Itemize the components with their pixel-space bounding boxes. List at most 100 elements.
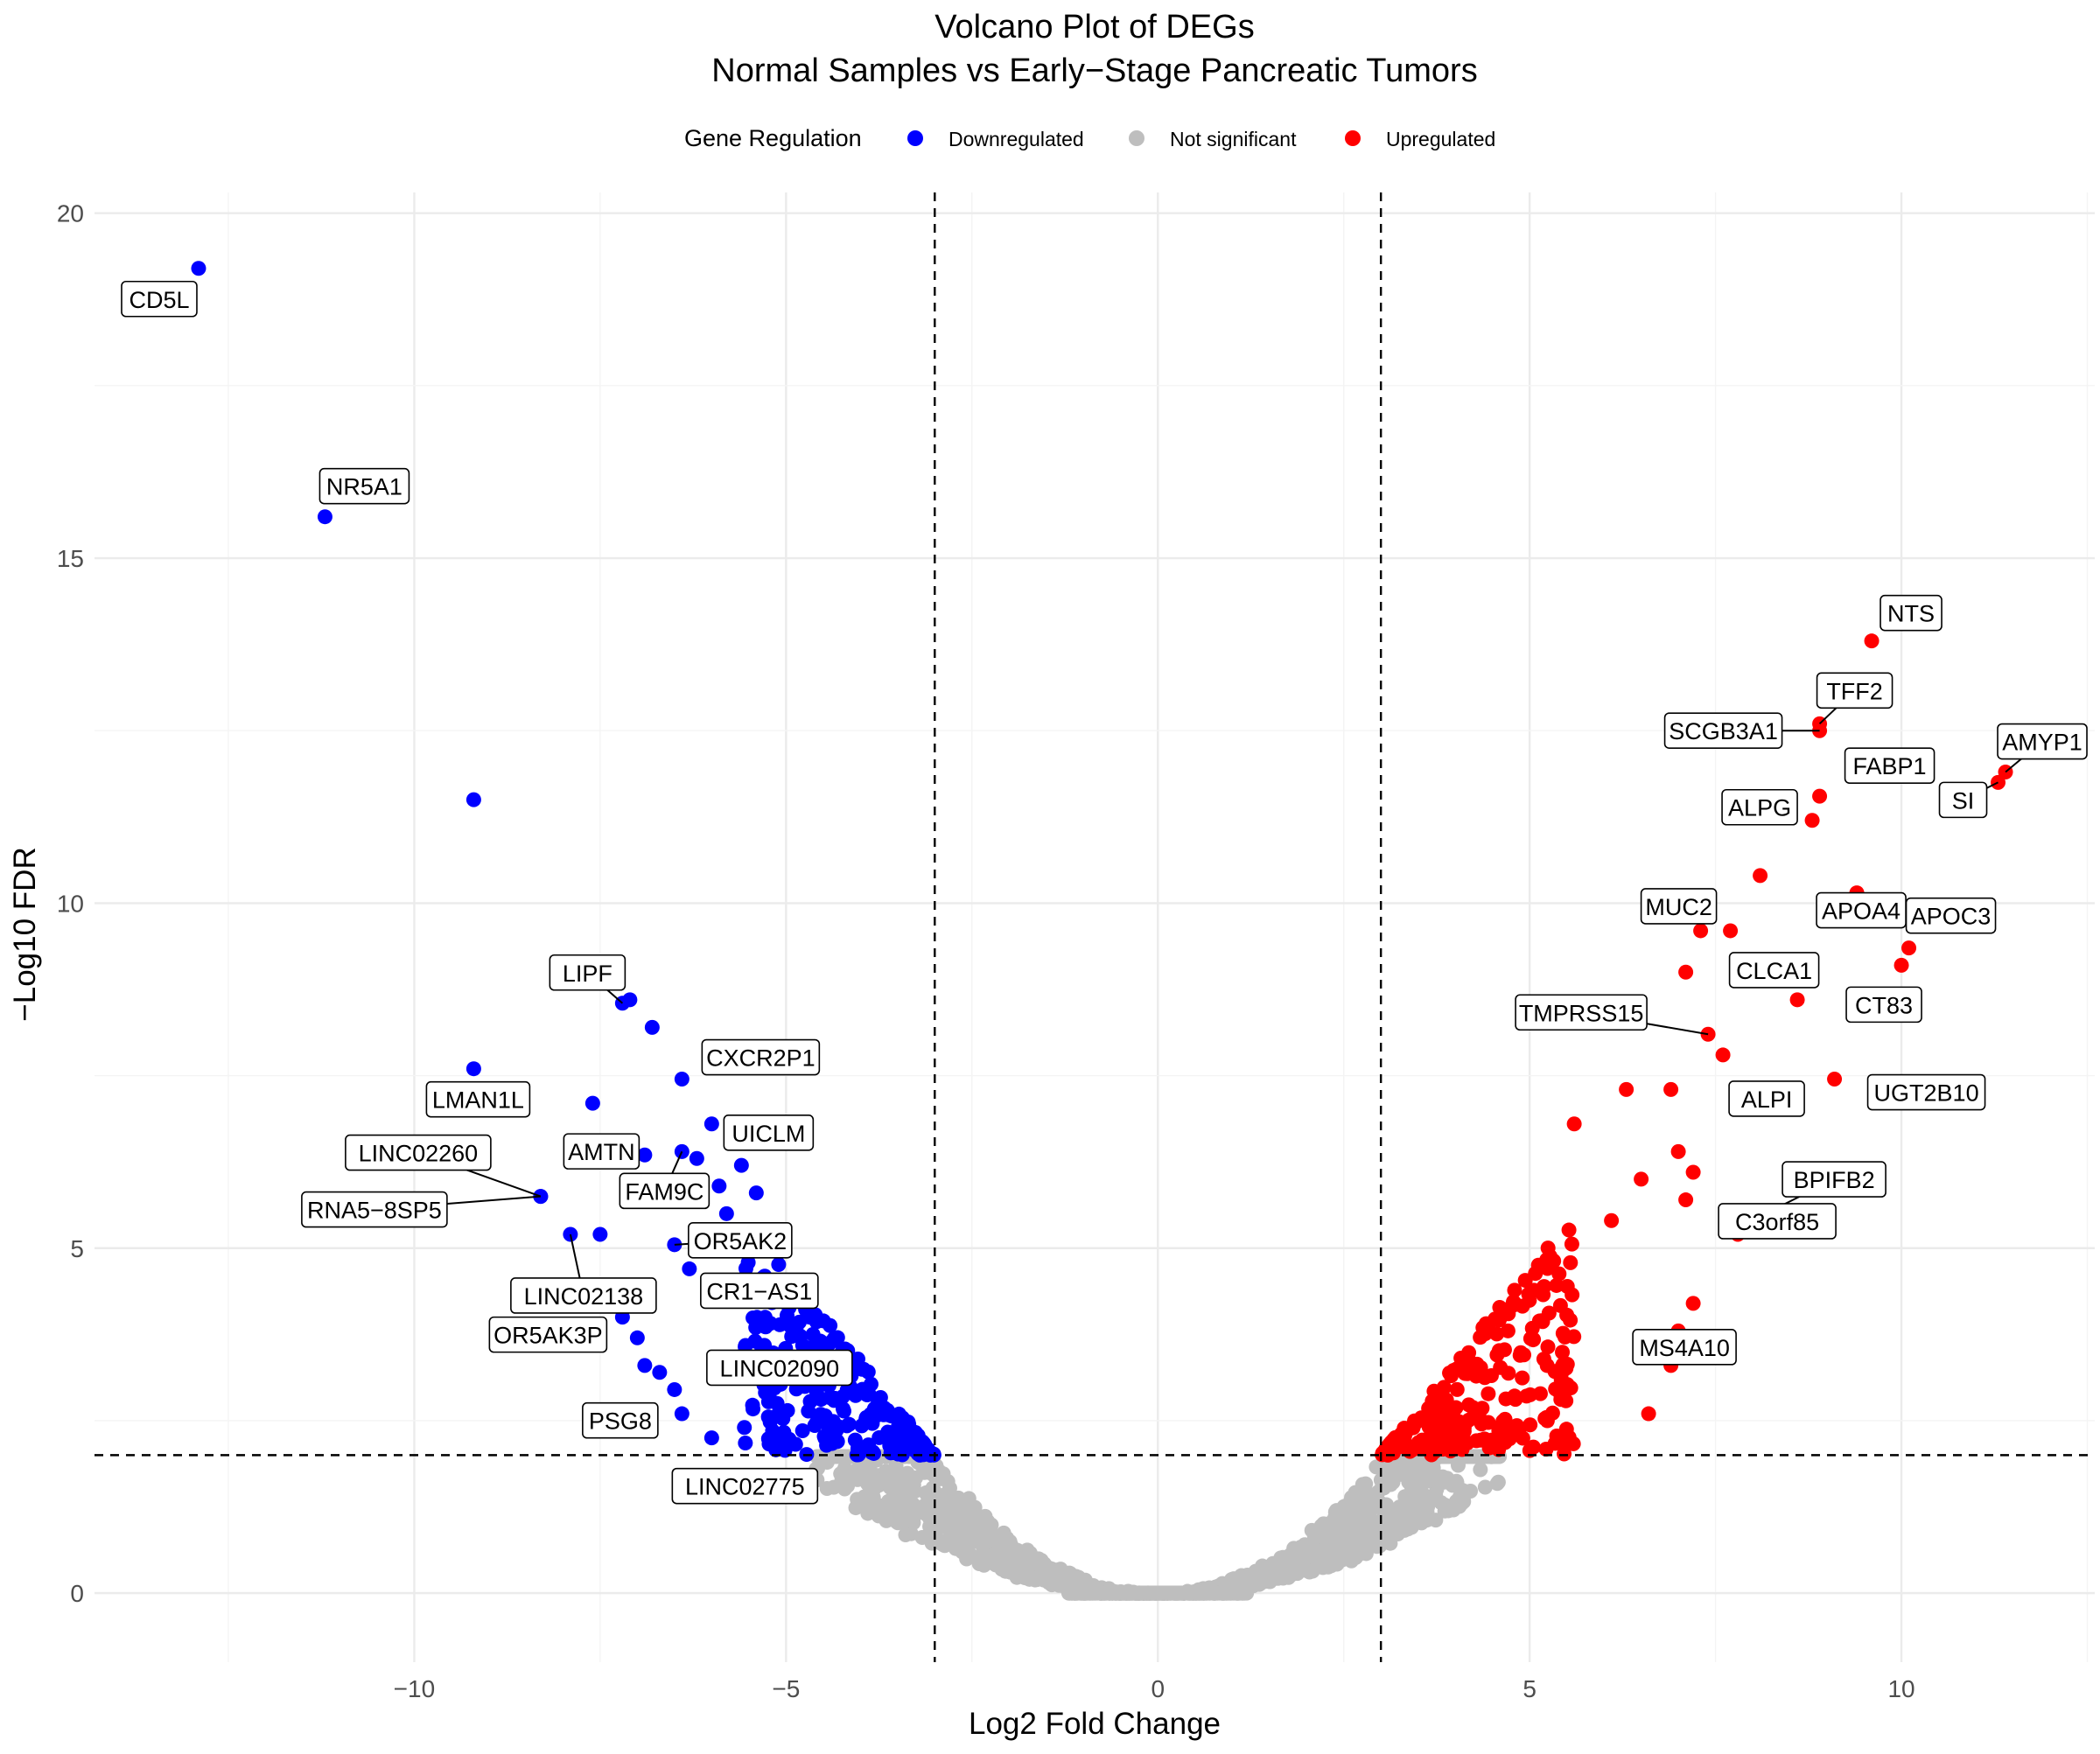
data-point (718, 1205, 734, 1221)
point-downregulated (816, 1313, 831, 1329)
data-point (1678, 1192, 1694, 1208)
legend-title: Gene Regulation (684, 125, 862, 151)
point-not-significant (962, 1514, 978, 1530)
point-upregulated (1436, 1401, 1452, 1416)
point-upregulated (1507, 1282, 1522, 1298)
gene-label-text: APOC3 (1911, 904, 1992, 930)
data-point-labeled (1723, 923, 1739, 939)
gene-label-box (1844, 747, 1936, 784)
point-not-significant (898, 1527, 914, 1542)
gene-label-text: ALPG (1728, 795, 1791, 821)
point-upregulated (1480, 1415, 1496, 1430)
point-downregulated (877, 1401, 892, 1416)
gene-label-box (425, 1080, 531, 1118)
legend-key-downregulated (907, 130, 923, 146)
gene-label: ALPG (1721, 788, 1798, 826)
data-point-labeled (667, 1381, 682, 1397)
data-point (592, 1226, 608, 1242)
point-not-significant (891, 1480, 906, 1496)
gene-label-text: FABP1 (1853, 753, 1927, 779)
grid-lines (94, 192, 2095, 1662)
point-upregulated (1491, 1422, 1507, 1438)
point-upregulated (1554, 1359, 1570, 1374)
point-upregulated (1405, 1420, 1421, 1436)
gene-label-box (1632, 1329, 1737, 1366)
gene-label: LIPF (549, 954, 626, 1004)
point-downregulated (794, 1422, 810, 1438)
point-downregulated (807, 1418, 822, 1434)
data-point (637, 1147, 653, 1163)
point-not-significant (871, 1508, 886, 1524)
gene-label-text: PSG8 (589, 1408, 652, 1435)
data-point (674, 1406, 690, 1422)
point-downregulated (779, 1308, 794, 1324)
point-downregulated (894, 1437, 910, 1453)
gene-label: CT83 (1845, 986, 1922, 1024)
gene-label-text: CXCR2P1 (706, 1045, 816, 1072)
point-not-significant (1350, 1527, 1366, 1542)
point-upregulated (1561, 1429, 1577, 1445)
point-not-significant (1233, 1569, 1249, 1585)
gene-label-box (1880, 594, 1942, 632)
point-downregulated (760, 1431, 776, 1447)
gene-label-text: NR5A1 (326, 474, 402, 500)
gene-label-box (345, 1134, 492, 1171)
point-upregulated (1522, 1417, 1538, 1433)
data-point (1634, 1171, 1649, 1187)
point-not-significant (814, 1449, 830, 1464)
gene-label: UGT2B10 (1866, 1073, 1986, 1111)
legend-key-upregulated (1345, 130, 1361, 146)
gene-label-text: MS4A10 (1639, 1335, 1730, 1361)
point-upregulated (1439, 1419, 1455, 1435)
point-downregulated (762, 1316, 778, 1331)
data-point-labeled (704, 1116, 719, 1132)
point-not-significant (959, 1551, 975, 1567)
point-not-significant (1326, 1514, 1342, 1530)
point-not-significant (976, 1510, 992, 1526)
point-not-significant (1318, 1526, 1334, 1541)
gene-label-text: ALPI (1741, 1087, 1793, 1113)
gene-label: TMPRSS15 (1515, 994, 1709, 1036)
point-not-significant (1056, 1573, 1072, 1589)
data-point (1678, 964, 1694, 980)
data-point-labeled (652, 1365, 668, 1380)
gene-label-box (701, 1038, 821, 1076)
point-upregulated (1564, 1287, 1580, 1303)
point-not-significant (1369, 1525, 1385, 1541)
gene-label-box (582, 1401, 659, 1439)
point-not-significant (1103, 1585, 1119, 1601)
point-not-significant (1354, 1545, 1369, 1561)
gene-label-text: CLCA1 (1736, 958, 1812, 984)
gene-label-box (301, 1191, 448, 1228)
point-not-significant (1339, 1526, 1354, 1541)
point-upregulated (1558, 1393, 1574, 1408)
gene-label-text: LMAN1L (432, 1087, 524, 1114)
gene-label-box (1728, 952, 1820, 989)
point-upregulated (1555, 1345, 1571, 1360)
gene-label-text: SI (1952, 787, 1975, 814)
gene-label-box (1728, 1080, 1805, 1117)
point-not-significant (903, 1513, 919, 1528)
point-upregulated (1496, 1342, 1512, 1358)
point-downregulated (802, 1394, 818, 1409)
point-upregulated (1507, 1426, 1522, 1442)
point-not-significant (942, 1506, 957, 1522)
gene-label-text: AMYP1 (2002, 730, 2082, 756)
data-point (1619, 1081, 1634, 1097)
data-point-labeled (584, 1095, 600, 1111)
gene-label-box (671, 1467, 819, 1505)
point-downregulated (746, 1310, 761, 1325)
y-tick-label: 10 (57, 890, 84, 917)
point-upregulated (1532, 1386, 1548, 1401)
legend-key-not-significant (1129, 130, 1144, 146)
gene-label-box (563, 1133, 640, 1170)
data-point (1663, 1081, 1679, 1097)
point-not-significant (1384, 1525, 1400, 1541)
gene-label: NTS (1880, 594, 1942, 632)
data-point-labeled (1804, 813, 1820, 828)
point-not-significant (920, 1527, 936, 1543)
point-upregulated (1436, 1380, 1452, 1395)
point-upregulated (1551, 1266, 1567, 1282)
gene-label-box (1816, 672, 1894, 709)
point-not-significant (1275, 1549, 1291, 1565)
